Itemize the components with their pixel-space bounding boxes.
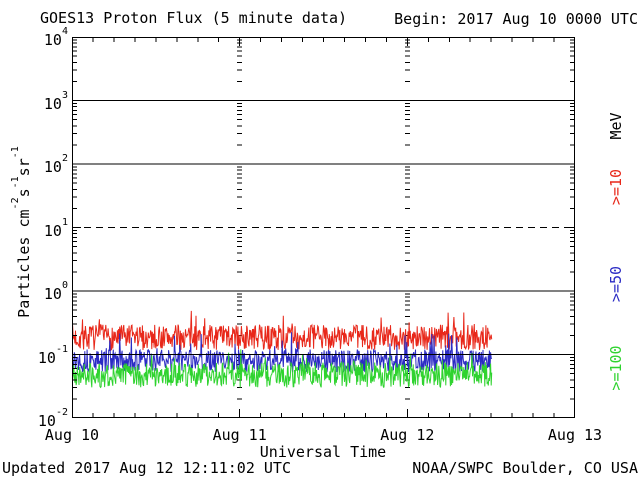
chart-title: GOES13 Proton Flux (5 minute data) xyxy=(40,9,348,27)
flux-series-gege50 xyxy=(72,332,493,374)
source-credit: NOAA/SWPC Boulder, CO USA xyxy=(412,459,638,477)
begin-timestamp: Begin: 2017 Aug 10 0000 UTC xyxy=(394,10,638,28)
y-tick-label-10e2: 102 xyxy=(43,153,68,176)
y-tick-label-10e-2: 10-2 xyxy=(37,407,68,430)
x-tick-label-aug-10: Aug 10 xyxy=(44,426,100,444)
flux-series-gege100 xyxy=(72,349,493,389)
x-tick-label-aug-12: Aug 12 xyxy=(380,426,435,444)
y-tick-label-10e-1: 10-1 xyxy=(37,343,68,367)
axis-ticks xyxy=(72,37,575,418)
y-tick-label-10e1: 101 xyxy=(43,216,68,240)
y-tick-label-10e0: 100 xyxy=(43,280,68,303)
y-axis-label: Particles cm-2s-1sr-1 xyxy=(10,146,33,318)
x-axis-label: Universal Time xyxy=(259,443,387,461)
y-tick-label-10e3: 103 xyxy=(43,89,68,113)
x-tick-label-aug-11: Aug 11 xyxy=(212,426,267,444)
y-tick-label-10e4: 104 xyxy=(43,26,68,49)
plot-frame xyxy=(72,37,575,418)
plot-area xyxy=(72,37,575,418)
series-label-ge100: >=100 xyxy=(607,345,625,391)
x-tick-label-aug-13: Aug 13 xyxy=(547,426,603,444)
flux-plot-svg xyxy=(72,37,575,418)
updated-timestamp: Updated 2017 Aug 12 12:11:02 UTC xyxy=(2,459,291,477)
